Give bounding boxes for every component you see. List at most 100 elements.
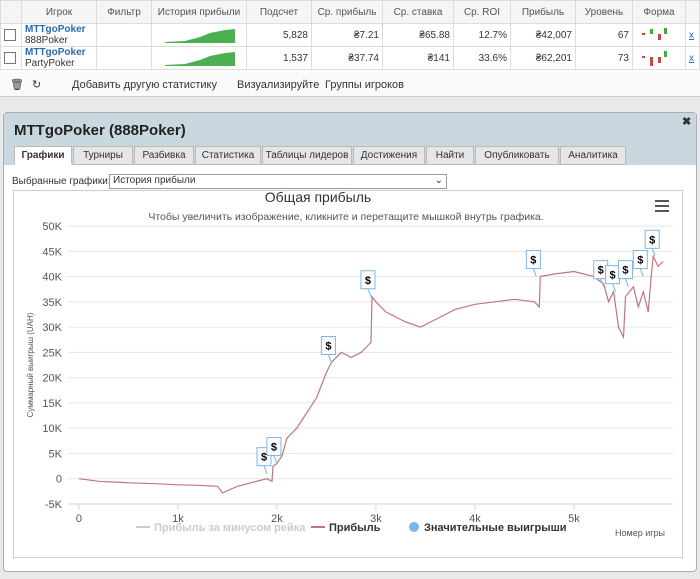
- y-tick-label: 25K: [42, 347, 62, 359]
- row: MTTgoPoker PartyPoker 1,537 ₴37.74 ₴141 33.6%…: [0, 46, 700, 70]
- cell: MTTgoPoker 888Poker: [21, 23, 97, 47]
- header-cell: Игрок: [21, 0, 97, 24]
- cell: ₴65.88: [382, 23, 454, 47]
- flag: [525, 250, 541, 270]
- tab[interactable]: Разбивка: [134, 146, 194, 165]
- panel: MTTgoPoker (888Poker) ✖ Выбранные график…: [3, 112, 697, 572]
- flag-pole: [651, 248, 656, 257]
- toolbar: 🗑 ↻ Добавить другую статистику Визуализи…: [0, 72, 700, 97]
- tab[interactable]: Графики: [14, 146, 72, 165]
- close[interactable]: ✖: [682, 116, 692, 128]
- cell: [0, 23, 22, 47]
- flag-pole: [612, 283, 617, 292]
- flag-label: $: [261, 452, 267, 464]
- cell: [96, 46, 152, 70]
- cell: x: [685, 46, 700, 70]
- legend-symbol: [409, 522, 419, 532]
- x-tick-label: 1k: [172, 513, 184, 525]
- icon[interactable]: ↻: [32, 79, 42, 91]
- y-tick-label: 0: [56, 474, 62, 486]
- form-bars: [642, 50, 667, 66]
- line: [78, 254, 664, 494]
- flag-label: $: [530, 255, 536, 267]
- room: 888Poker: [25, 35, 68, 46]
- cell: [151, 46, 247, 70]
- flag: [266, 437, 282, 457]
- toolbar-button[interactable]: Группы игроков: [325, 79, 404, 91]
- tab[interactable]: Статистика: [195, 146, 261, 165]
- flag-label: $: [271, 442, 277, 454]
- flag: [320, 335, 336, 355]
- flag: [644, 229, 660, 249]
- chart-box: [13, 190, 683, 558]
- remove[interactable]: x: [689, 52, 694, 64]
- tab[interactable]: Турниры: [73, 146, 133, 165]
- flag-pole: [532, 268, 537, 277]
- legend-label[interactable]: Прибыль за минусом рейка: [154, 522, 306, 534]
- icon[interactable]: 🗑: [10, 79, 24, 91]
- cell: x: [685, 23, 700, 47]
- tab[interactable]: Аналитика: [560, 146, 626, 165]
- toolbar-button[interactable]: Визуализируйте: [237, 79, 320, 91]
- x-tick-label: 3k: [370, 513, 382, 525]
- chart-subtitle: Чтобы увеличить изображение, кликните и …: [148, 211, 543, 223]
- flag-label: $: [649, 234, 655, 246]
- header-cell: Прибыль: [510, 0, 576, 24]
- y-tick-label: 15K: [42, 398, 62, 410]
- form-bars: [642, 27, 667, 40]
- x-tick-label: 5k: [568, 513, 580, 525]
- flag-label: $: [598, 265, 604, 277]
- cell: [632, 23, 686, 47]
- flag: [632, 250, 648, 270]
- y-axis-label: Суммарный выигрыш (UAH): [26, 312, 35, 417]
- legend-label[interactable]: Прибыль: [329, 522, 381, 534]
- y-tick-label: 35K: [42, 297, 62, 309]
- chart: Общая прибыль Чтобы увеличить изображени…: [26, 190, 673, 538]
- sparkline: [165, 51, 235, 66]
- header-cell: Фильтр: [96, 0, 152, 24]
- cell: ₴37.74: [311, 46, 383, 70]
- tab[interactable]: Опубликовать: [475, 146, 559, 165]
- row: MTTgoPoker 888Poker 5,828 ₴7.21 ₴65.88 12.7% ₴…: [0, 23, 700, 47]
- tab[interactable]: Достижения: [353, 146, 425, 165]
- cell: MTTgoPoker PartyPoker: [21, 46, 97, 70]
- player-name[interactable]: MTTgoPoker: [25, 47, 86, 58]
- remove[interactable]: x: [689, 29, 694, 41]
- x-axis-label: Номер игры: [615, 528, 665, 538]
- cell: ₴141: [382, 46, 454, 70]
- cell: [0, 0, 22, 24]
- flag-label: $: [365, 275, 371, 287]
- sparkline: [165, 28, 235, 43]
- cell: 12.7%: [453, 23, 511, 47]
- cell: ₴42,007: [510, 23, 576, 47]
- player-name[interactable]: MTTgoPoker: [25, 24, 86, 35]
- cell: 73: [575, 46, 633, 70]
- tab[interactable]: Таблицы лидеров: [262, 146, 352, 165]
- header-cell: Подсчет: [246, 0, 312, 24]
- chart-title: Общая прибыль: [265, 190, 371, 205]
- y-tick-label: 30K: [42, 322, 62, 334]
- checkbox[interactable]: [4, 52, 16, 64]
- cell: ₴7.21: [311, 23, 383, 47]
- x-tick-label: 4k: [469, 513, 481, 525]
- cell: [685, 0, 700, 24]
- legend-label[interactable]: Значительные выигрыши: [424, 522, 567, 534]
- cell: 1,537: [246, 46, 312, 70]
- flag-pole: [639, 268, 644, 277]
- flag-pole: [273, 455, 278, 464]
- y-tick-label: 5K: [49, 448, 63, 460]
- panel-title: MTTgoPoker (888Poker): [14, 122, 186, 139]
- room: PartyPoker: [25, 58, 75, 69]
- tab[interactable]: Найти: [426, 146, 474, 165]
- menu[interactable]: [655, 200, 669, 212]
- flag-pole: [600, 278, 605, 287]
- toolbar-button[interactable]: Добавить другую статистику: [72, 79, 217, 91]
- header-cell: История прибыли: [151, 0, 247, 24]
- header-row: Игрок Фильтр История прибыли Подсчет Ср. при…: [0, 0, 700, 24]
- cell: 5,828: [246, 23, 312, 47]
- select[interactable]: История прибыли ⌄: [109, 174, 447, 189]
- select-label: Выбранные графики:: [12, 176, 111, 187]
- checkbox[interactable]: [4, 29, 16, 41]
- y-tick-label: 20K: [42, 373, 62, 385]
- flag-label: $: [610, 270, 616, 282]
